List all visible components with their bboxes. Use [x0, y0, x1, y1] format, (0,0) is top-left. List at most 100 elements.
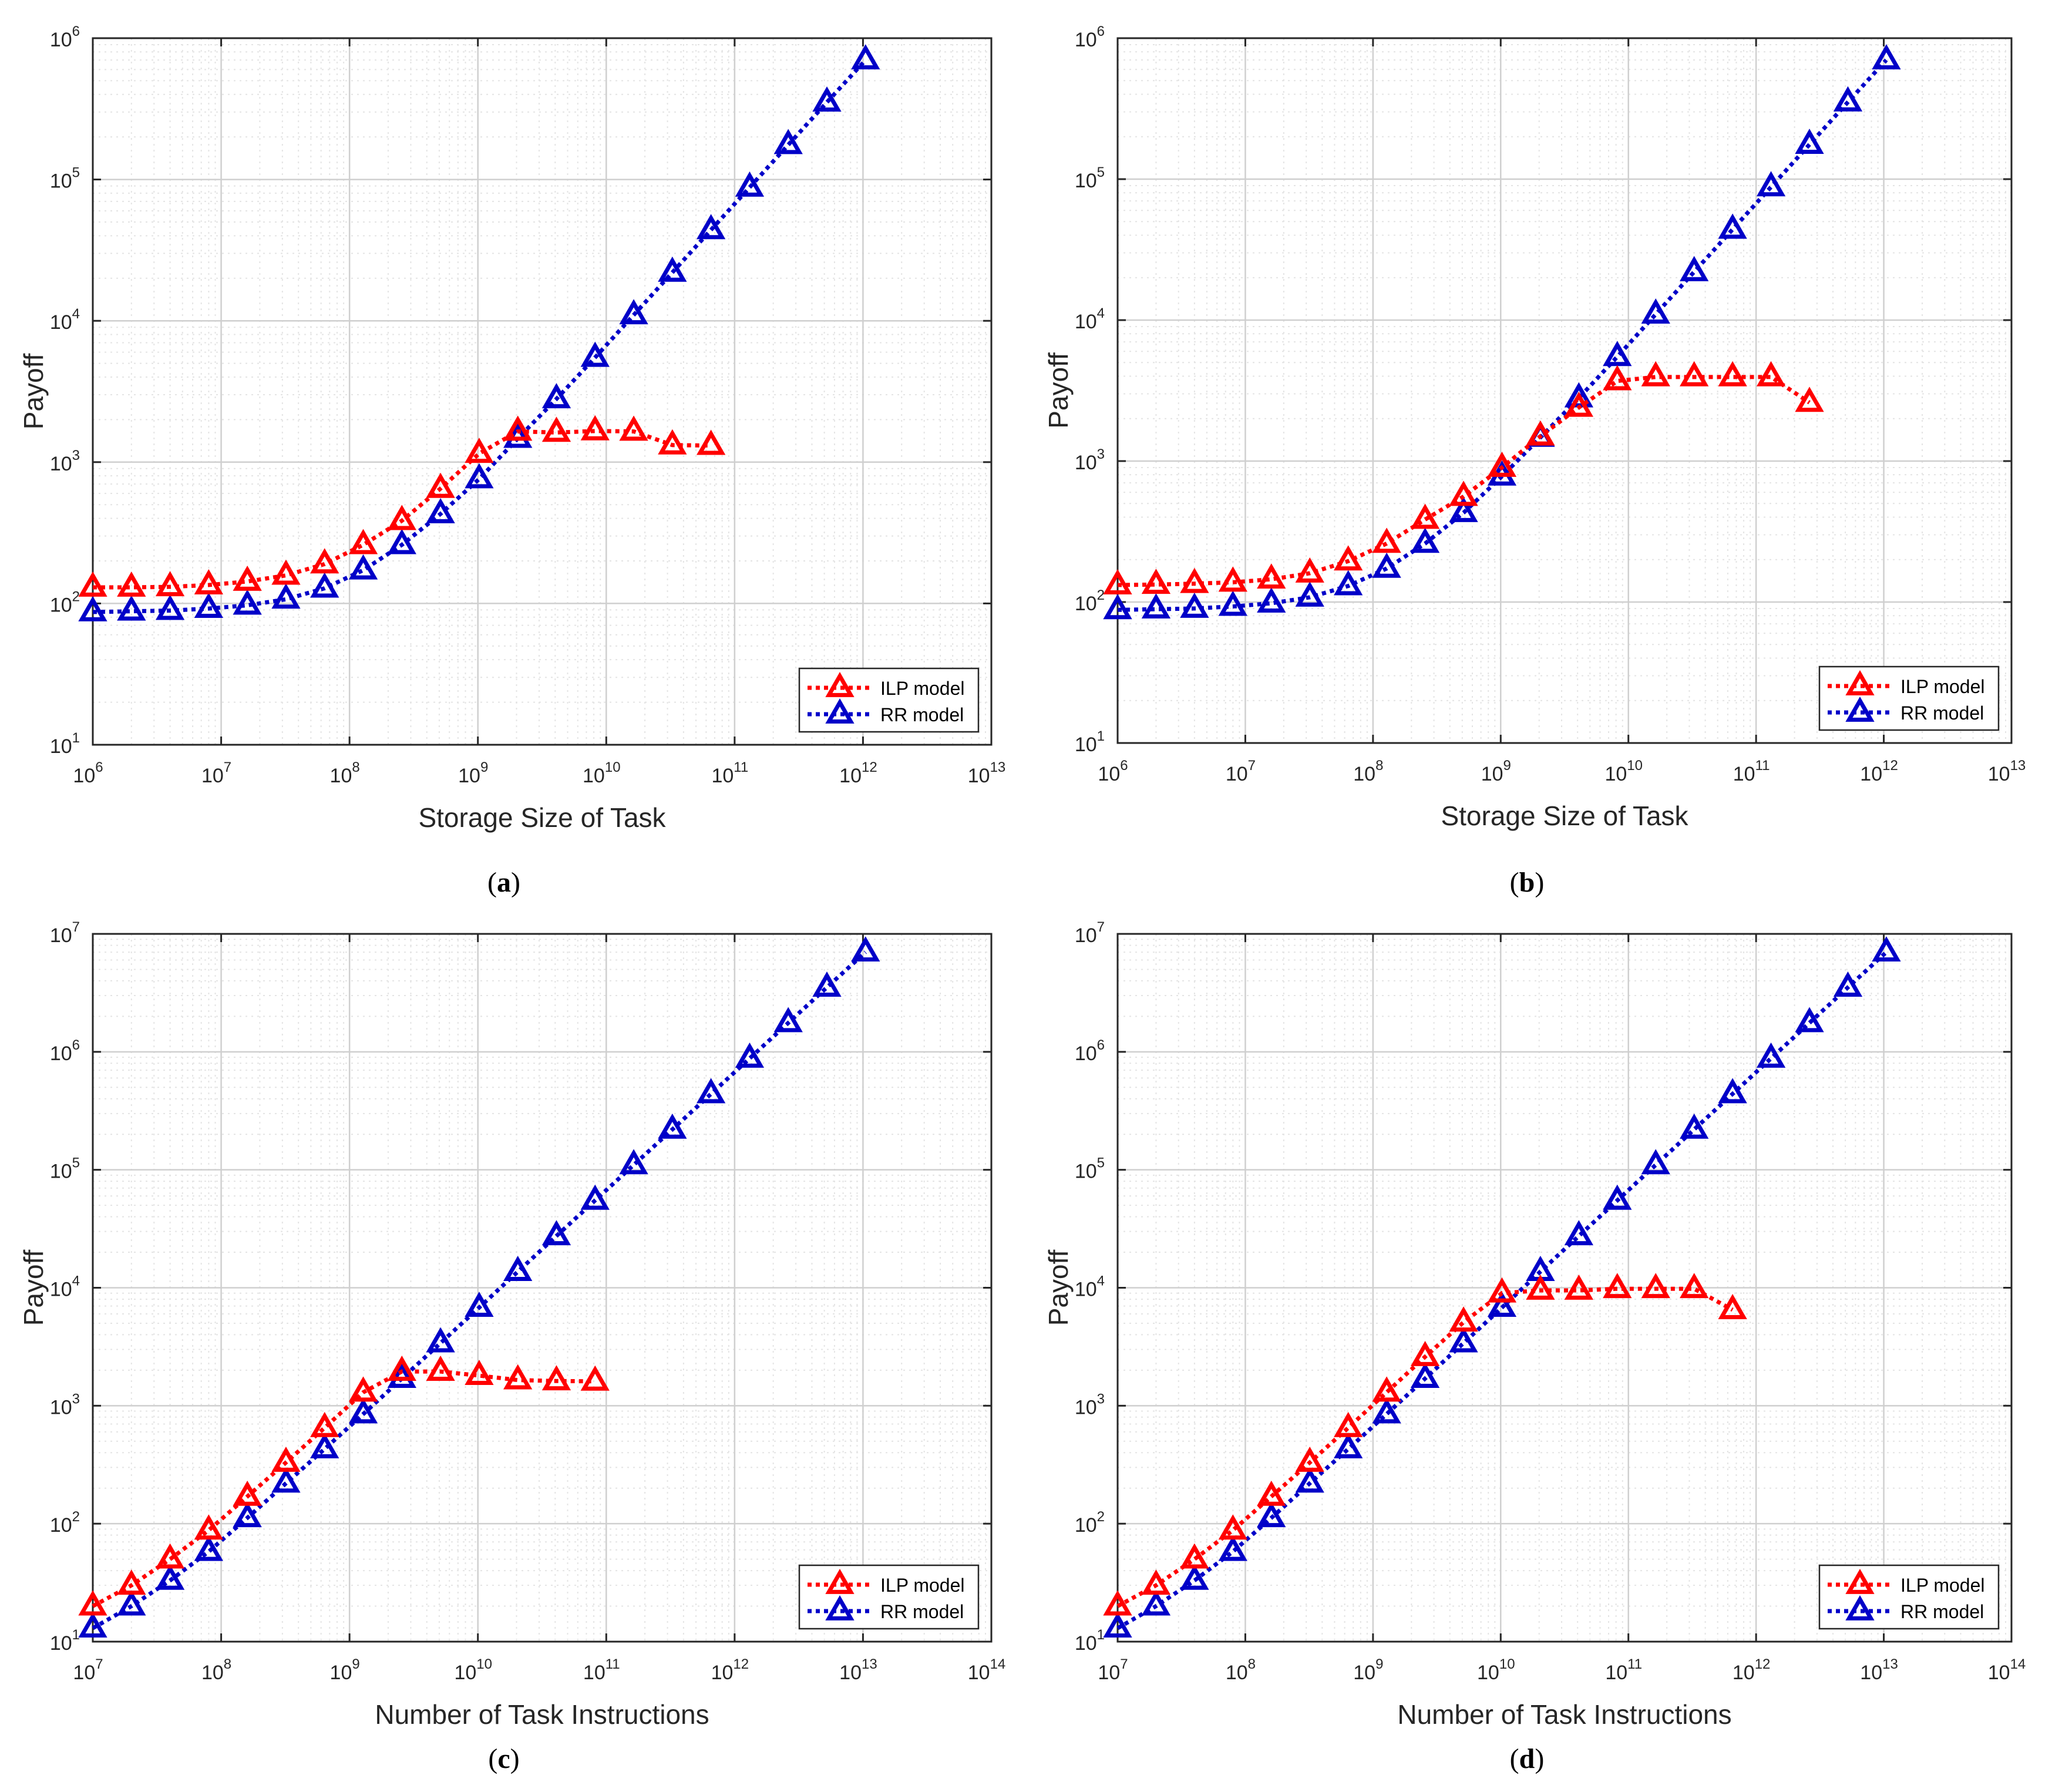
x-tick-label: 1011 — [711, 759, 748, 787]
data-point-ilp — [117, 571, 146, 597]
data-point-ilp — [1449, 480, 1478, 506]
series-line-rr — [1116, 950, 1888, 1630]
data-point-rr — [1141, 1590, 1171, 1616]
ticks: 106 107 108 109 1010 1011 1012 1013 101 102 103 104… — [50, 23, 1005, 787]
data-point-rr — [1872, 44, 1901, 70]
data-point-ilp — [1564, 1274, 1593, 1300]
data-point-ilp — [1334, 1411, 1363, 1437]
x-tick-label: 106 — [73, 759, 103, 787]
legend-label-rr: RR model — [1900, 702, 1984, 724]
data-point-rr — [1257, 587, 1286, 613]
legend-marker-rr — [1845, 1595, 1875, 1620]
data-point-ilp — [155, 571, 185, 597]
data-point-ilp — [233, 565, 262, 591]
data-point-rr — [1680, 1113, 1709, 1139]
y-tick-label: 107 — [1075, 919, 1105, 947]
data-point-ilp — [78, 571, 107, 597]
x-tick-label: 1013 — [1988, 758, 2026, 785]
x-tick-label: 1012 — [1860, 758, 1898, 785]
data-point-ilp — [1180, 567, 1209, 593]
data-point-ilp — [580, 1365, 610, 1391]
data-point-ilp — [541, 1365, 571, 1391]
data-point-ilp — [503, 1364, 533, 1390]
x-tick-label: 1012 — [839, 759, 877, 787]
x-tick-label: 1011 — [583, 1656, 620, 1684]
data-point-rr — [1795, 129, 1824, 154]
y-tick-label: 103 — [50, 448, 80, 475]
data-point-ilp — [1410, 1340, 1440, 1366]
data-point-rr — [735, 1042, 765, 1068]
x-tick-label: 109 — [330, 1656, 360, 1684]
panel-caption: (a) — [487, 867, 520, 898]
x-axis-label: Number of Task Instructions — [1397, 1699, 1731, 1730]
data-point-rr — [387, 1363, 416, 1388]
ticks: 107 108 109 1010 1011 1012 1013 1014 101 102 103 10… — [1075, 919, 2026, 1684]
data-point-rr — [1756, 171, 1786, 197]
x-tick-label: 107 — [201, 759, 231, 787]
data-point-rr — [117, 1590, 146, 1616]
data-point-rr — [541, 383, 571, 409]
grid — [93, 38, 991, 745]
data-point-rr — [735, 171, 765, 197]
data-point-ilp — [426, 1356, 455, 1381]
data-point-ilp — [1718, 361, 1747, 386]
x-tick-label: 109 — [458, 759, 488, 787]
data-point-ilp — [310, 548, 339, 574]
series-rr — [1103, 44, 1901, 620]
series-ilp — [78, 415, 726, 597]
data-point-rr — [155, 594, 185, 620]
panel-caption: (b) — [1510, 867, 1545, 898]
data-point-ilp — [1372, 527, 1401, 553]
data-point-rr — [812, 86, 842, 112]
x-tick-label: 106 — [1098, 758, 1128, 785]
data-point-rr — [503, 1256, 533, 1281]
data-point-ilp — [1410, 503, 1440, 529]
data-point-rr — [1449, 496, 1478, 522]
data-point-ilp — [1218, 566, 1247, 592]
data-point-ilp — [503, 415, 533, 441]
data-point-ilp — [1487, 451, 1517, 477]
data-point-rr — [1718, 213, 1747, 239]
data-point-rr — [1334, 1433, 1363, 1458]
data-point-rr — [1718, 1078, 1747, 1104]
series-ilp — [1103, 361, 1824, 594]
data-point-rr — [1449, 1327, 1478, 1353]
data-point-ilp — [155, 1543, 185, 1569]
data-point-rr — [773, 1007, 803, 1033]
y-tick-label: 106 — [1075, 23, 1105, 51]
legend-label-rr: RR model — [1900, 1601, 1984, 1622]
data-point-rr — [1680, 255, 1709, 281]
x-axis-label: Storage Size of Task — [418, 802, 666, 833]
data-point-ilp — [426, 472, 455, 498]
y-tick-label: 105 — [1075, 1155, 1105, 1183]
data-point-ilp — [1487, 1277, 1517, 1303]
data-point-rr — [465, 1292, 494, 1317]
y-tick-label: 104 — [50, 306, 80, 334]
data-point-ilp — [1218, 1514, 1247, 1540]
y-tick-label: 104 — [50, 1273, 80, 1301]
data-point-ilp — [1680, 1273, 1709, 1299]
data-point-ilp — [348, 529, 378, 554]
y-tick-label: 103 — [1075, 446, 1105, 474]
data-point-ilp — [1295, 557, 1324, 583]
series-rr — [1103, 936, 1901, 1638]
y-tick-label: 101 — [50, 1627, 80, 1655]
data-point-ilp — [78, 1590, 107, 1616]
data-point-rr — [812, 971, 842, 997]
data-point-ilp — [1603, 365, 1632, 391]
data-point-ilp — [1526, 420, 1555, 446]
legend-label-ilp: ILP model — [1900, 1575, 1985, 1596]
y-tick-label: 106 — [1075, 1037, 1105, 1065]
legend: ILP model RR model — [798, 1564, 980, 1630]
x-tick-label: 1010 — [1604, 758, 1643, 785]
legend-label-rr: RR model — [880, 1601, 964, 1622]
legend-label-ilp: ILP model — [1900, 676, 1985, 697]
data-point-rr — [1641, 298, 1670, 324]
legend-label-ilp: ILP model — [880, 678, 965, 699]
data-point-rr — [465, 463, 494, 489]
x-tick-label: 107 — [73, 1656, 103, 1684]
data-point-rr — [1372, 552, 1401, 578]
y-tick-label: 101 — [50, 730, 80, 758]
x-tick-label: 108 — [1353, 758, 1383, 785]
data-point-rr — [233, 589, 262, 615]
